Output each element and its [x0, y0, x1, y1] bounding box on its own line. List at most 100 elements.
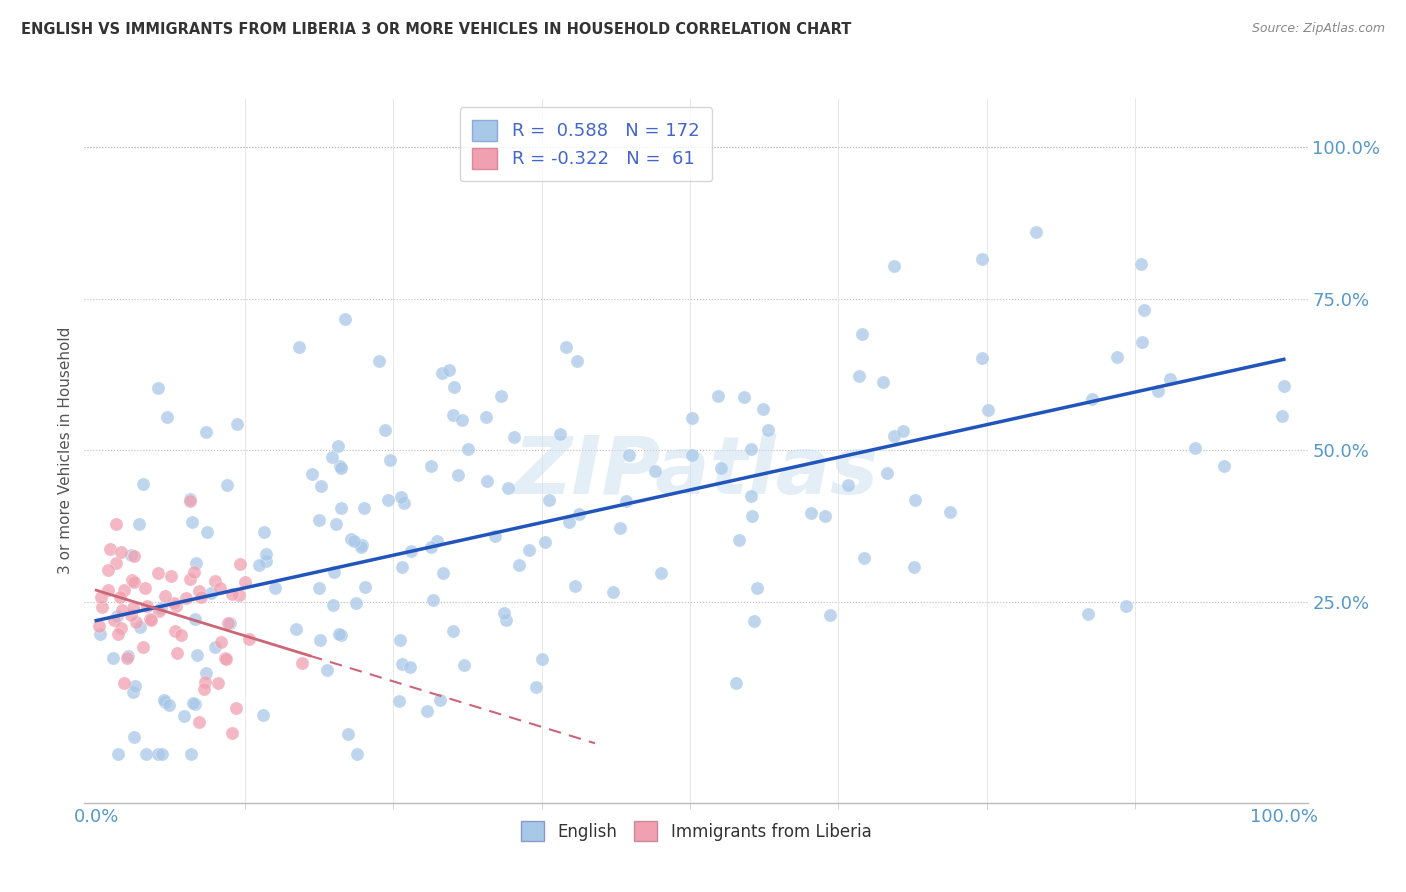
Point: [252, 525, 274, 540]
Point: [457, 442, 479, 456]
Point: [496, 481, 519, 495]
Point: [453, 658, 475, 673]
Point: [321, 450, 343, 465]
Point: [475, 410, 498, 425]
Point: [904, 492, 927, 507]
Point: [122, 730, 145, 744]
Point: [157, 698, 180, 712]
Point: [195, 666, 218, 681]
Text: ZIPatlas: ZIPatlas: [513, 433, 879, 510]
Point: [136, 599, 159, 614]
Point: [1212, 458, 1234, 473]
Point: [163, 624, 186, 638]
Point: [122, 685, 145, 699]
Point: [681, 410, 703, 425]
Point: [477, 474, 499, 488]
Point: [614, 494, 637, 508]
Point: [970, 252, 993, 267]
Point: [742, 614, 765, 628]
Point: [903, 559, 925, 574]
Point: [733, 390, 755, 404]
Point: [555, 340, 578, 354]
Point: [148, 380, 170, 394]
Point: [90, 599, 112, 614]
Point: [180, 747, 202, 762]
Point: [818, 607, 841, 622]
Point: [217, 615, 239, 630]
Point: [706, 389, 728, 403]
Point: [103, 613, 125, 627]
Point: [107, 627, 129, 641]
Point: [217, 477, 239, 491]
Point: [1147, 384, 1170, 398]
Point: [1184, 441, 1206, 455]
Point: [609, 520, 631, 534]
Point: [186, 648, 208, 662]
Point: [132, 640, 155, 654]
Point: [437, 363, 460, 377]
Point: [1081, 392, 1104, 407]
Point: [187, 714, 209, 729]
Point: [311, 479, 333, 493]
Point: [97, 582, 120, 597]
Point: [120, 549, 142, 563]
Point: [170, 628, 193, 642]
Point: [602, 584, 624, 599]
Point: [1130, 257, 1153, 271]
Point: [291, 656, 314, 670]
Point: [495, 613, 517, 627]
Point: [374, 423, 396, 437]
Point: [741, 508, 763, 523]
Point: [163, 596, 186, 610]
Point: [354, 580, 377, 594]
Point: [120, 607, 142, 622]
Point: [443, 380, 465, 394]
Point: [977, 403, 1000, 417]
Point: [108, 590, 131, 604]
Point: [215, 652, 238, 666]
Point: [740, 489, 762, 503]
Point: [419, 541, 441, 555]
Point: [181, 515, 204, 529]
Point: [853, 550, 876, 565]
Point: [451, 413, 474, 427]
Point: [1077, 607, 1099, 622]
Point: [122, 601, 145, 615]
Point: [90, 591, 112, 605]
Point: [195, 524, 218, 539]
Point: [225, 701, 247, 715]
Point: [325, 517, 347, 532]
Point: [377, 492, 399, 507]
Point: [740, 442, 762, 457]
Point: [388, 694, 411, 708]
Point: [524, 681, 547, 695]
Point: [837, 478, 859, 492]
Point: [710, 460, 733, 475]
Point: [644, 464, 666, 478]
Point: [146, 566, 169, 580]
Point: [389, 491, 412, 505]
Point: [139, 613, 162, 627]
Point: [89, 627, 111, 641]
Point: [725, 675, 748, 690]
Point: [399, 660, 422, 674]
Point: [344, 596, 367, 610]
Point: [533, 534, 555, 549]
Point: [883, 428, 905, 442]
Point: [972, 351, 994, 365]
Point: [939, 504, 962, 518]
Point: [537, 493, 560, 508]
Point: [159, 568, 181, 582]
Point: [98, 542, 121, 557]
Point: [429, 692, 451, 706]
Point: [194, 675, 217, 690]
Point: [208, 581, 231, 595]
Point: [1133, 303, 1156, 318]
Point: [179, 492, 201, 507]
Point: [328, 626, 350, 640]
Point: [420, 458, 443, 473]
Point: [550, 427, 572, 442]
Point: [883, 259, 905, 273]
Point: [322, 599, 344, 613]
Point: [330, 461, 353, 475]
